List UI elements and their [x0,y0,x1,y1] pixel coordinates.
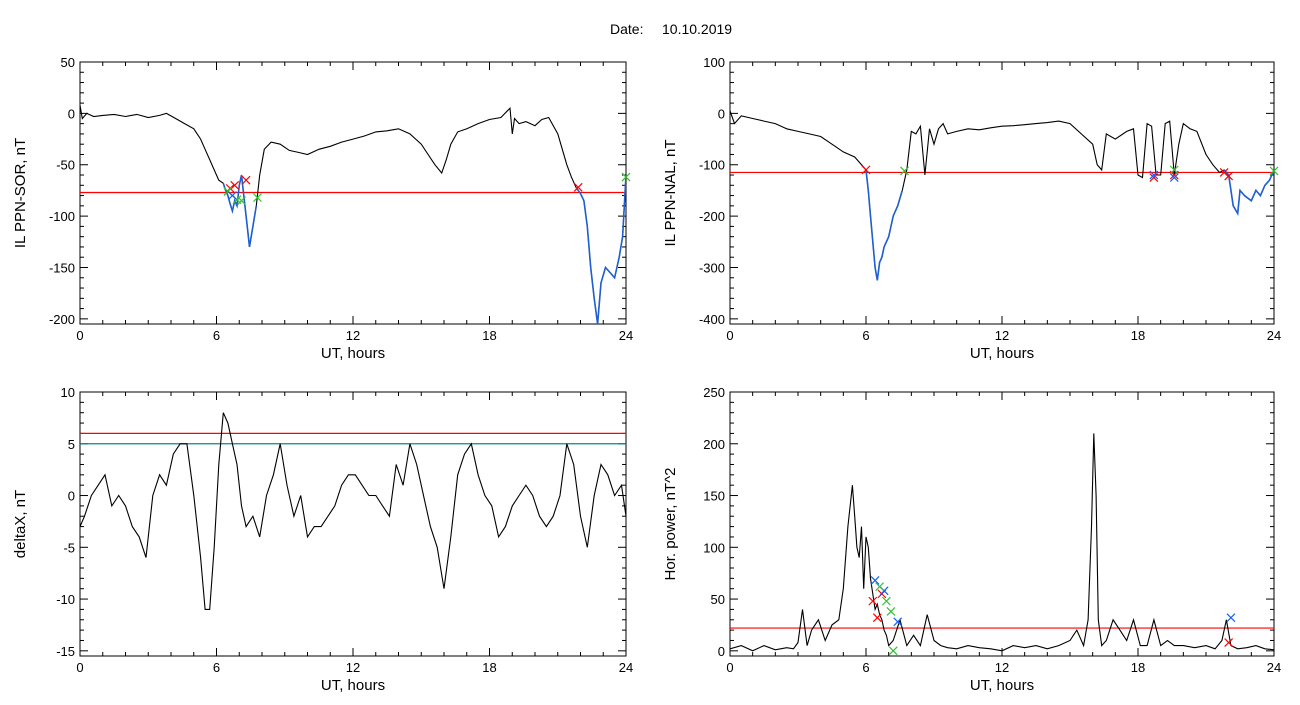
y-tick-label: 150 [703,489,725,504]
plot-frame [729,391,1275,657]
y-axis-label: IL PPN-SOR, nT [12,138,29,248]
y-tick-label: 100 [703,540,725,555]
event-marker [573,182,583,192]
y-tick-label: -10 [56,592,75,607]
x-tick-label: 24 [1267,660,1281,675]
event-marker [237,196,246,206]
y-tick-label: 0 [68,489,75,504]
x-tick-label: 18 [482,328,496,343]
event-marker [1224,638,1234,647]
trace-group [80,105,626,324]
event-marker [253,193,262,203]
x-tick-label: 12 [995,660,1009,675]
series-line [80,412,626,610]
event-marker [888,646,898,656]
event-marker [1169,173,1179,183]
y-tick-label: 50 [61,55,75,70]
y-axis-label: deltaX, nT [12,490,29,558]
event-marker [881,596,891,606]
x-tick-label: 6 [862,328,869,343]
highlight-segment [1223,169,1274,217]
event-marker [868,596,878,606]
event-marker [900,166,909,176]
event-marker [1226,613,1236,623]
event-marker [1149,173,1159,183]
y-tick-label: -100 [699,158,725,173]
y-tick-label: 100 [703,55,725,70]
date-label: Date: [610,21,643,37]
y-tick-label: 50 [711,592,725,607]
event-marker [1219,168,1229,177]
chart-il-nal: 0 6 12 18 24 100 0 -100 -200 -300 -400 UT, hours IL … [662,55,1281,362]
x-tick-label: 0 [76,660,83,675]
x-tick-label: 12 [995,328,1009,343]
series-line [80,105,626,324]
event-marker [1269,166,1279,176]
x-tick-label: 18 [1131,660,1145,675]
y-axis-label: IL PPN-NAL, nT [662,140,679,247]
series-line [730,433,1274,652]
event-marker [875,582,885,592]
x-tick-label: 0 [726,660,733,675]
x-tick-label: 6 [213,328,220,343]
event-marker [1169,165,1179,175]
chart-deltax: 0 6 12 18 24 10 5 0 -5 -10 -15 UT, hours deltaX, nT [12,385,633,694]
x-tick-label: 0 [76,328,83,343]
event-marker [886,607,896,616]
x-tick-label: 0 [726,328,733,343]
event-marker [621,172,631,182]
event-marker [1149,170,1159,180]
event-marker [861,165,871,175]
x-tick-label: 6 [862,660,869,675]
x-axis-label: UT, hours [970,345,1034,362]
y-tick-label: -150 [49,260,75,275]
highlight-segment [865,169,904,281]
y-tick-label: -400 [699,312,725,327]
date-value: 10.10.2019 [662,21,732,37]
x-axis-label: UT, hours [321,345,385,362]
y-tick-label: -15 [56,644,75,659]
x-tick-label: 24 [619,660,633,675]
trace-group [80,412,626,610]
trace-group [730,110,1274,281]
x-tick-label: 24 [1267,328,1281,343]
y-tick-label: -100 [49,209,75,224]
event-marker [870,575,880,585]
highlight-segment [222,174,258,248]
trace-group [730,433,1274,652]
y-tick-label: -300 [699,260,725,275]
y-tick-label: -200 [49,312,75,327]
x-axis-label: UT, hours [970,677,1034,694]
y-tick-label: -200 [699,209,725,224]
highlight-segment [575,174,626,324]
event-marker [872,613,882,623]
event-marker [241,175,251,185]
chart-il-sor: 0 6 12 18 24 50 0 -50 -100 -150 -200 UT, hours IL PP… [12,55,633,362]
y-tick-label: 0 [68,106,75,121]
x-tick-label: 6 [213,660,220,675]
x-axis-label: UT, hours [321,677,385,694]
y-tick-label: 0 [718,106,725,121]
x-tick-label: 24 [619,328,633,343]
x-tick-label: 12 [346,660,360,675]
y-tick-label: 0 [718,644,725,659]
y-tick-label: 200 [703,437,725,452]
event-marker [228,191,237,200]
series-line [730,110,1274,281]
x-tick-label: 18 [482,660,496,675]
y-tick-label: 10 [61,385,75,400]
y-tick-label: -50 [56,158,75,173]
y-tick-label: 5 [68,437,75,452]
y-tick-label: -5 [63,540,75,555]
event-marker [893,617,903,627]
plot-frame [729,61,1275,325]
y-tick-label: 250 [703,385,725,400]
chart-hor-power: 0 6 12 18 24 250 200 150 100 50 0 UT, hours Hor. pow… [662,385,1281,694]
x-tick-label: 18 [1131,328,1145,343]
event-marker [1224,171,1234,181]
x-tick-label: 12 [346,328,360,343]
y-axis-label: Hor. power, nT^2 [662,468,679,581]
